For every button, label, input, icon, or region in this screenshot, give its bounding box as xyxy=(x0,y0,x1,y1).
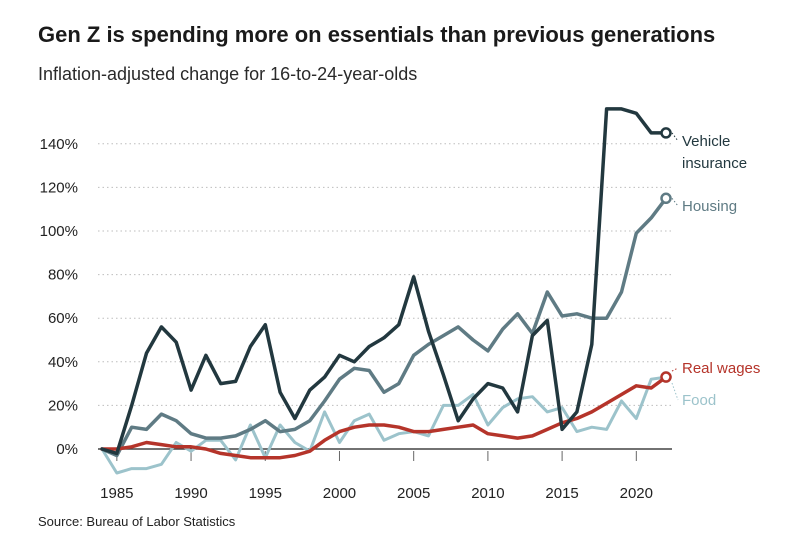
x-tick-label: 1990 xyxy=(174,485,207,502)
series-label-vehicle-insurance: Vehicle insurance xyxy=(682,133,747,172)
series-labels: Vehicle insurance Housing Real wages Food xyxy=(671,132,760,409)
y-tick-label: 120% xyxy=(40,179,78,196)
series-lines xyxy=(100,107,672,475)
y-tick-label: 20% xyxy=(48,397,78,414)
x-tick-label: 1995 xyxy=(249,485,282,502)
y-tick-label: 100% xyxy=(40,223,78,240)
series-label-real-wages: Real wages xyxy=(682,360,760,377)
end-point-housing xyxy=(660,192,672,205)
end-point-real-wages xyxy=(660,371,672,383)
y-tick-label: 140% xyxy=(40,136,78,153)
label-leader-food xyxy=(671,382,679,401)
end-point-vehicle-insurance xyxy=(660,127,672,139)
x-tick-label: 2000 xyxy=(323,485,356,502)
x-tick-label: 2010 xyxy=(471,485,504,502)
x-tick-label: 2020 xyxy=(620,485,653,502)
y-tick-label: 60% xyxy=(48,310,78,327)
x-axis-ticks: 1985 1990 1995 2000 2005 2010 2015 2020 xyxy=(100,451,653,502)
y-axis-ticks: 0% 20% 40% 60% 80% 100% 120% 140% xyxy=(40,136,78,458)
series-line-housing xyxy=(100,196,668,458)
y-tick-label: 40% xyxy=(48,354,78,371)
x-tick-label: 2005 xyxy=(397,485,430,502)
label-leader-housing xyxy=(671,197,679,207)
chart-title: Gen Z is spending more on essentials tha… xyxy=(38,22,716,47)
grid-lines xyxy=(98,143,672,450)
series-label-housing: Housing xyxy=(682,198,737,215)
label-leader-vehicle-insurance xyxy=(671,132,679,142)
y-tick-label: 80% xyxy=(48,267,78,284)
source-note: Source: Bureau of Labor Statistics xyxy=(38,514,236,529)
x-tick-label: 2015 xyxy=(545,485,578,502)
series-label-food: Food xyxy=(682,392,716,409)
chart-subtitle: Inflation-adjusted change for 16-to-24-y… xyxy=(38,64,418,84)
y-tick-label: 0% xyxy=(56,441,78,458)
series-line-vehicle-insurance xyxy=(100,107,668,456)
label-leader-real-wages xyxy=(671,367,679,372)
x-tick-label: 1985 xyxy=(100,485,133,502)
